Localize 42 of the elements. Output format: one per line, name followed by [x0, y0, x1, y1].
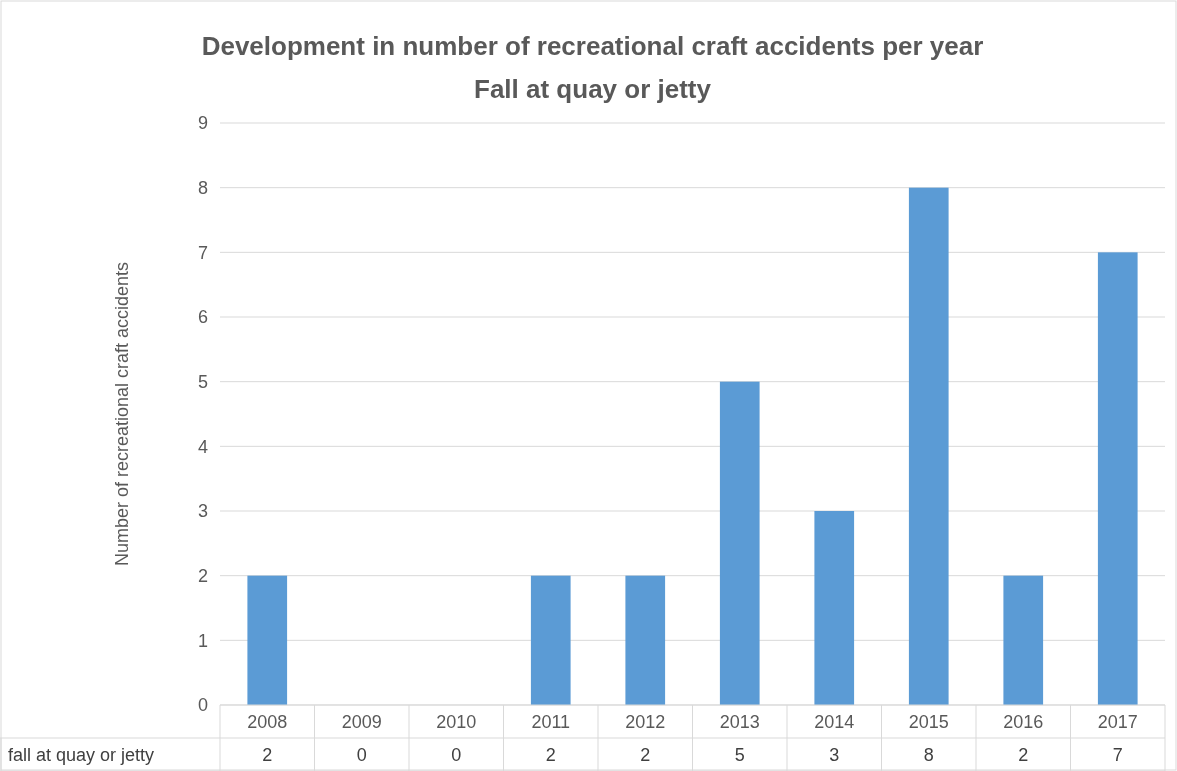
x-tick-label: 2010: [436, 711, 477, 732]
data-label: 0: [356, 744, 367, 765]
data-label: 2: [1018, 744, 1029, 765]
chart-subtitle: Fall at quay or jetty: [474, 74, 712, 104]
data-label: 8: [923, 744, 934, 765]
data-label: 5: [734, 744, 745, 765]
y-tick-label: 9: [197, 113, 208, 134]
y-tick-label: 1: [197, 630, 208, 651]
bar: [247, 575, 288, 705]
data-label: 0: [451, 744, 462, 765]
chart-title: Development in number of recreational craft accidents per year: [201, 31, 984, 61]
x-tick-label: 2017: [1097, 711, 1138, 732]
data-label: 3: [829, 744, 840, 765]
bar: [1003, 575, 1044, 705]
x-tick-label: 2015: [908, 711, 949, 732]
bar: [530, 575, 571, 705]
y-axis-title: Number of recreational craft accidents: [112, 261, 132, 567]
x-tick-label: 2011: [531, 711, 571, 732]
bar: [1097, 252, 1138, 705]
x-tick-label: 2014: [814, 711, 855, 732]
y-tick-label: 8: [197, 177, 208, 198]
y-tick-label: 4: [197, 436, 208, 457]
x-tick-label: 2008: [247, 711, 288, 732]
data-label: 7: [1112, 744, 1123, 765]
x-tick-label: 2012: [625, 711, 666, 732]
bar: [814, 511, 855, 705]
text: fall at quay or jetty: [8, 744, 155, 765]
bar: [908, 187, 949, 705]
y-tick-label: 7: [197, 242, 208, 263]
bar: [625, 575, 666, 705]
data-label: 2: [640, 744, 651, 765]
data-label: 2: [262, 744, 273, 765]
x-tick-label: 2013: [719, 711, 760, 732]
x-tick-label: 2016: [1003, 711, 1044, 732]
bar: [719, 381, 760, 705]
y-tick-label: 6: [197, 307, 208, 328]
y-tick-label: 3: [197, 501, 208, 522]
y-tick-label: 2: [197, 565, 208, 586]
x-tick-label: 2009: [341, 711, 382, 732]
y-tick-label: 5: [197, 371, 208, 392]
y-tick-label: 0: [197, 695, 208, 716]
data-label: 2: [545, 744, 556, 765]
